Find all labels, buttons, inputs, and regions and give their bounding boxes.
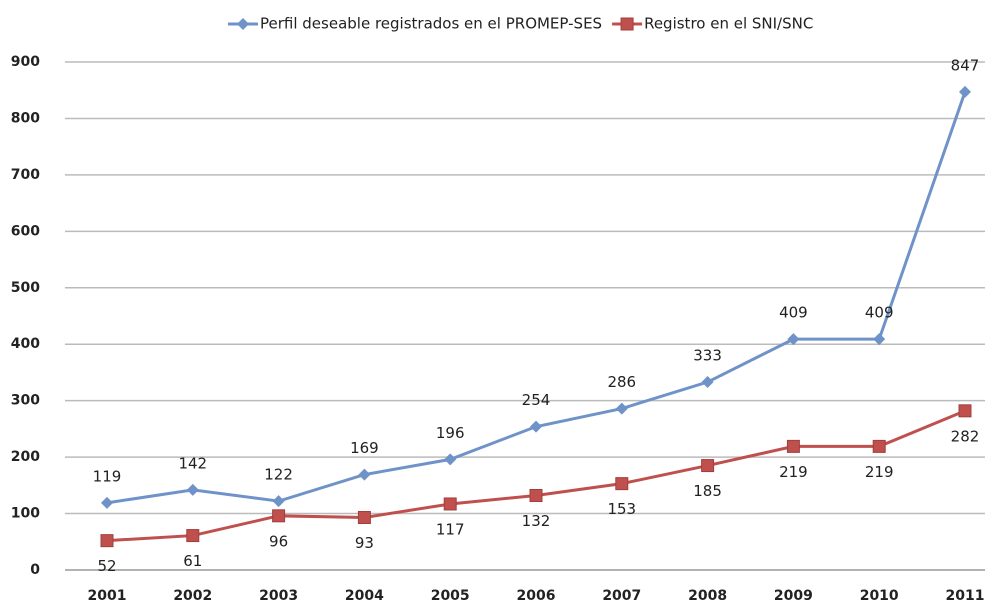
x-tick-label: 2007 bbox=[602, 588, 641, 604]
marker bbox=[357, 511, 371, 525]
marker bbox=[620, 17, 634, 31]
x-tick-label: 2011 bbox=[946, 588, 985, 604]
data-label: 196 bbox=[436, 424, 465, 442]
y-tick-label: 900 bbox=[11, 54, 40, 70]
data-label: 93 bbox=[355, 534, 374, 552]
data-label: 119 bbox=[93, 467, 122, 485]
data-label: 219 bbox=[865, 463, 894, 481]
x-tick-label: 2005 bbox=[431, 588, 470, 604]
marker bbox=[237, 18, 249, 30]
y-tick-label: 0 bbox=[30, 562, 40, 578]
marker bbox=[444, 453, 457, 466]
data-label: 52 bbox=[97, 557, 116, 575]
marker bbox=[872, 439, 886, 453]
data-label: 286 bbox=[607, 373, 636, 391]
marker bbox=[186, 529, 200, 543]
marker bbox=[958, 404, 972, 418]
data-label: 96 bbox=[269, 532, 288, 550]
marker bbox=[101, 496, 113, 509]
series-line bbox=[106, 91, 967, 505]
x-tick-label: 2003 bbox=[259, 588, 298, 604]
marker bbox=[873, 333, 886, 346]
marker bbox=[272, 509, 286, 523]
y-tick-label: 300 bbox=[11, 393, 40, 409]
marker bbox=[787, 333, 800, 346]
x-tick-label: 2010 bbox=[860, 588, 899, 604]
marker bbox=[786, 439, 800, 453]
marker bbox=[615, 402, 628, 415]
data-label: 254 bbox=[522, 391, 551, 409]
data-label: 61 bbox=[183, 552, 202, 570]
marker bbox=[529, 488, 543, 502]
data-label: 333 bbox=[693, 347, 722, 365]
y-tick-label: 500 bbox=[11, 280, 40, 296]
marker bbox=[959, 85, 971, 98]
legend-label: Registro en el SNI/SNC bbox=[644, 15, 813, 33]
legend-label: Perfil deseable registrados en el PROMEP… bbox=[260, 15, 602, 33]
data-label: 153 bbox=[607, 500, 636, 518]
marker bbox=[530, 420, 542, 433]
marker bbox=[443, 497, 457, 511]
data-label: 409 bbox=[779, 304, 808, 322]
y-tick-label: 100 bbox=[11, 506, 40, 522]
data-label: 142 bbox=[178, 454, 207, 472]
data-label: 122 bbox=[264, 466, 293, 484]
marker bbox=[701, 376, 714, 389]
data-label: 185 bbox=[693, 482, 722, 500]
x-tick-label: 2001 bbox=[88, 588, 127, 604]
x-tick-label: 2002 bbox=[173, 588, 212, 604]
y-tick-label: 400 bbox=[11, 336, 40, 352]
data-label: 409 bbox=[865, 304, 894, 322]
x-tick-label: 2009 bbox=[774, 588, 813, 604]
data-label: 282 bbox=[951, 427, 980, 445]
marker bbox=[100, 534, 114, 548]
data-label: 219 bbox=[779, 463, 808, 481]
x-tick-label: 2008 bbox=[688, 588, 727, 604]
marker bbox=[186, 483, 199, 496]
data-label: 117 bbox=[436, 520, 465, 538]
data-label: 847 bbox=[951, 56, 980, 74]
marker bbox=[615, 477, 629, 491]
y-tick-label: 700 bbox=[11, 167, 40, 183]
marker bbox=[358, 468, 371, 481]
data-label: 132 bbox=[522, 512, 551, 530]
x-tick-label: 2006 bbox=[517, 588, 556, 604]
x-tick-label: 2004 bbox=[345, 588, 384, 604]
marker bbox=[701, 459, 715, 473]
y-tick-label: 800 bbox=[11, 110, 40, 126]
data-label: 169 bbox=[350, 439, 379, 457]
y-tick-label: 200 bbox=[11, 449, 40, 465]
marker bbox=[272, 495, 285, 508]
y-tick-label: 600 bbox=[11, 223, 40, 239]
